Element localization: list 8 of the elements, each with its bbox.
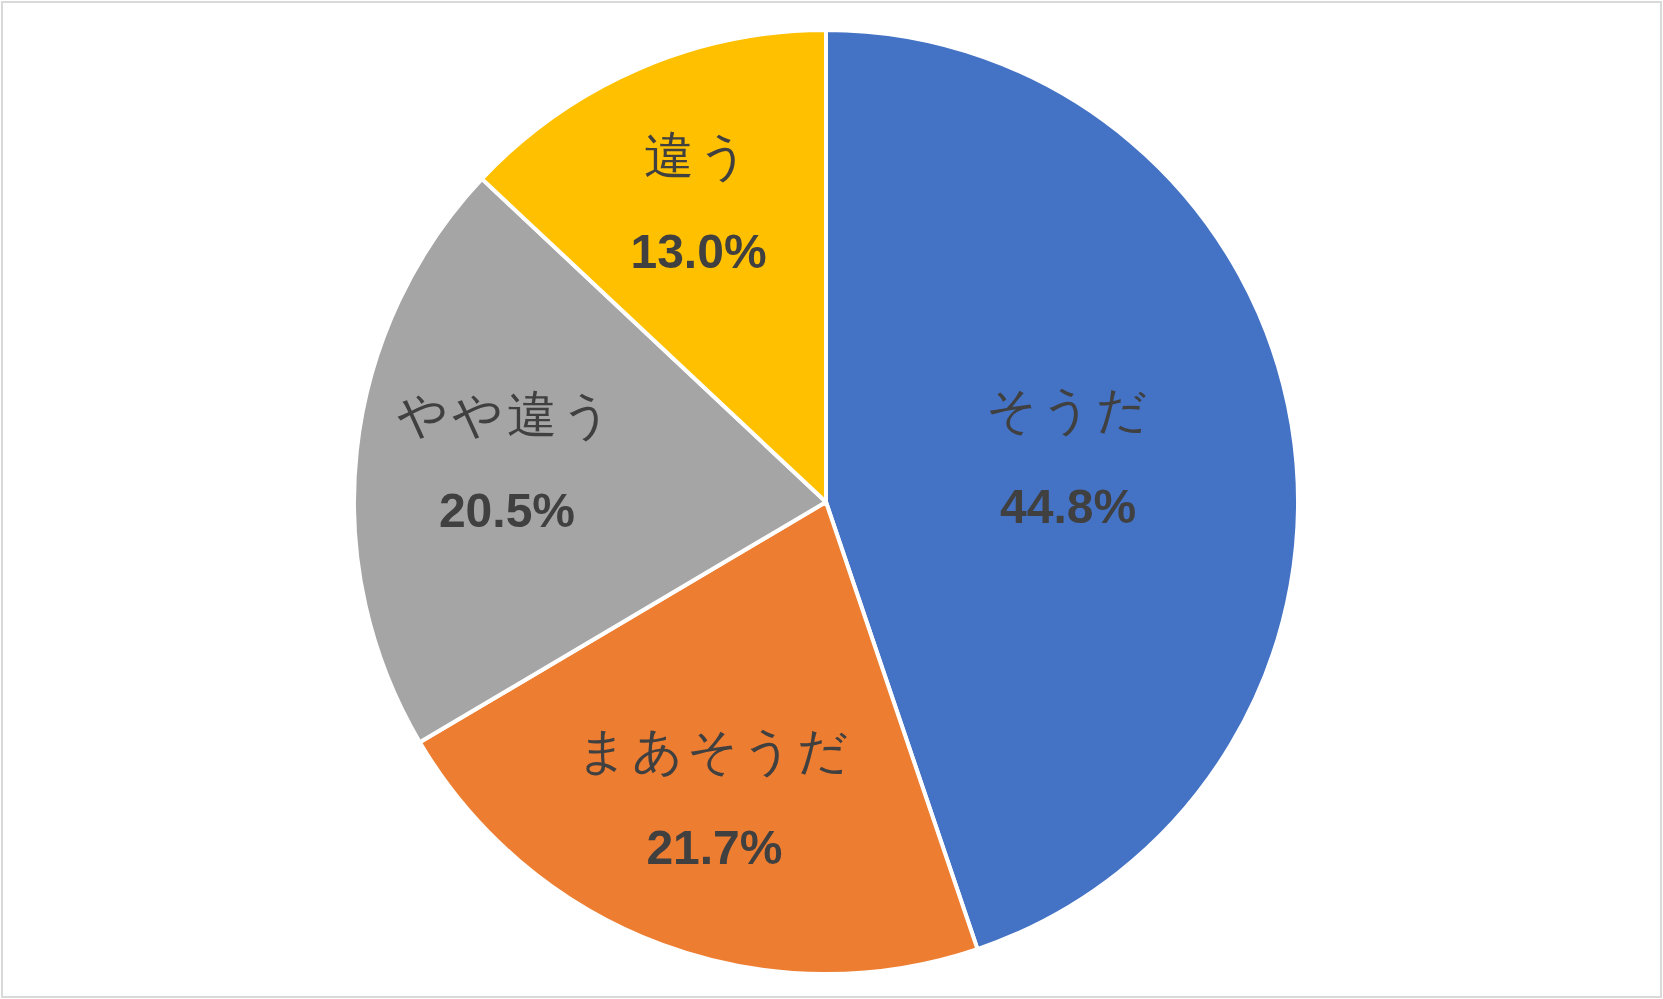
data-label: 44.8% xyxy=(1000,479,1137,533)
slice-label: まあそうだ xyxy=(576,723,852,780)
slice-label: やや違う xyxy=(397,386,617,443)
slice-label: 違う xyxy=(644,127,754,184)
slice-label: そうだ xyxy=(985,382,1151,439)
data-label: 13.0% xyxy=(630,225,767,279)
data-label: 20.5% xyxy=(438,484,576,538)
data-label: 21.7% xyxy=(646,820,783,874)
